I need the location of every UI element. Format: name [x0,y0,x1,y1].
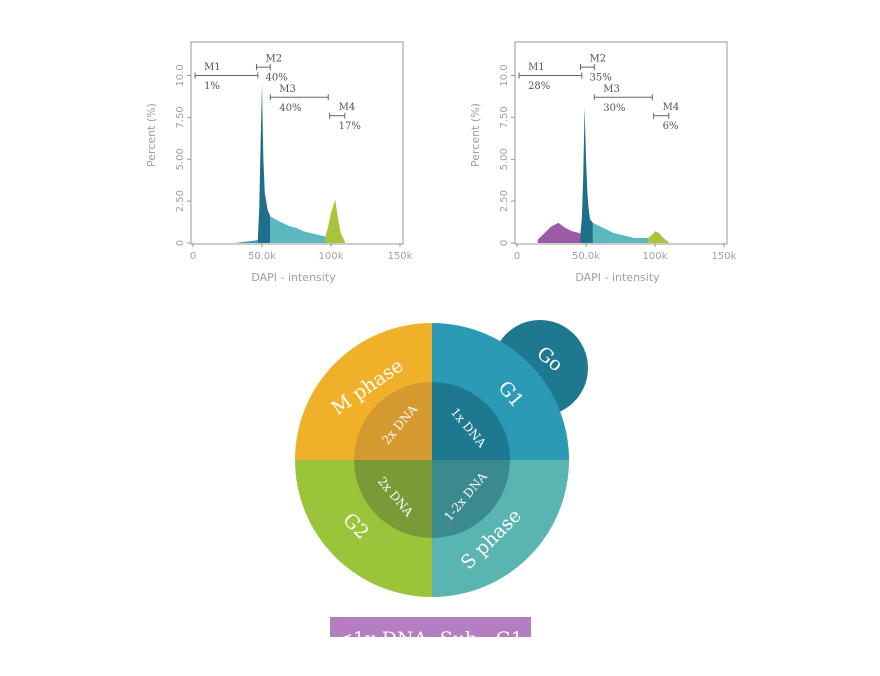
y-tick-label: 7.50 [175,106,186,128]
x-tick-label: 50.0k [572,251,600,262]
y-axis-label: Percent (%) [145,103,158,167]
gate-share: 40% [279,103,301,114]
x-tick-label: 50.0k [248,251,276,262]
y-axis-label: Percent (%) [469,103,482,167]
plot-frame [190,41,404,245]
gate-share: 28% [528,81,550,92]
histogram: 0 50.0k 100k 150k 0 2.50 5.00 7.50 10.0 DAPI - in… [469,41,737,284]
inner-segment [432,460,510,538]
gate-name: M1 [204,62,221,73]
histogram-area [325,199,345,243]
x-tick-label: 0 [190,251,196,262]
gate-share: 30% [603,103,625,114]
gate-name: M3 [603,84,620,95]
x-tick-label: 0 [514,251,520,262]
y-tick-label: 5.00 [499,148,510,170]
gate-name: M2 [589,54,606,65]
gate-share: 17% [339,121,361,132]
x-tick-label: 150k [388,251,413,262]
y-tick-label: 0 [175,240,186,246]
gate-share: 35% [589,73,611,84]
plot-frame [514,41,728,245]
y-tick-label: 0 [499,240,510,246]
inner-segment [432,382,510,460]
sub-g1-box [330,617,531,637]
y-tick-label: 5.00 [175,148,186,170]
x-axis-label: DAPI - intensity [575,271,660,284]
histogram-area [648,231,669,243]
sub-g1-bar: <1x DNA: Sub - G1 [330,617,531,650]
x-axis-label: DAPI - intensity [251,271,336,284]
x-tick-label: 150k [712,251,737,262]
histogram-area [234,239,258,243]
x-tick-label: 100k [643,251,668,262]
gate-name: M2 [265,54,282,65]
gate-name: M3 [279,84,296,95]
gate-share: 1% [204,81,220,92]
y-tick-label: 7.50 [499,106,510,128]
cell-cycle-diagram: M phase G1 S phase G2 Go 2x DNA 1x DNA 1… [295,320,588,650]
histogram-area [580,107,593,243]
y-tick-label: 2.50 [499,190,510,212]
gate-name: M4 [663,102,680,113]
histogram-area [270,216,329,243]
histogram-area [537,222,582,243]
x-tick-label: 100k [319,251,344,262]
histogram: 0 50.0k 100k 150k 0 2.50 5.00 7.50 10.0 DAPI - in… [145,41,413,284]
y-tick-label: 2.50 [175,190,186,212]
gate-share: 40% [265,73,287,84]
inner-segment [354,460,432,538]
gate-name: M4 [339,102,356,113]
gate-share: 6% [663,121,679,132]
histogram-area [257,83,271,243]
histogram-area [592,222,649,243]
y-tick-label: 10.0 [499,64,510,86]
y-tick-label: 10.0 [175,64,186,86]
sub-g1-label: <1x DNA: Sub - G1 [337,628,523,650]
gate-name: M1 [528,62,545,73]
inner-segment [354,382,432,460]
